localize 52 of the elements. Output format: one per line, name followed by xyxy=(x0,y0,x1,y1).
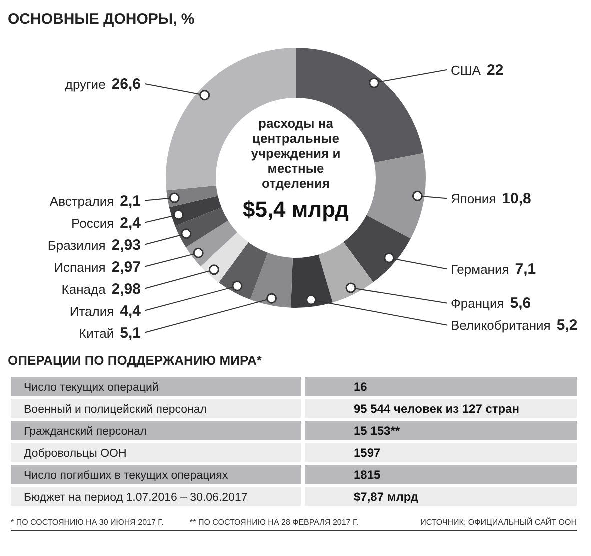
data-label: 2,4 xyxy=(120,214,142,232)
slice-label: Китай xyxy=(79,326,114,341)
text: ИСТОЧНИК: ОФИЦИАЛЬНЫЙ САЙТ ООН xyxy=(420,517,578,527)
data-label: 7,1 xyxy=(515,261,536,278)
category-label: Число погибших в текущих операциях xyxy=(24,470,228,482)
slice-label: Испания xyxy=(54,260,106,275)
category-label: Военный и полицейский персонал xyxy=(24,404,208,416)
text: $5,4 млрд xyxy=(242,197,350,222)
category-label: Гражданский персонал xyxy=(24,426,148,438)
category-label: Добровольцы ООН xyxy=(24,448,127,460)
text: * ПО СОСТОЯНИЮ НА 30 ИЮНЯ 2017 Г. xyxy=(11,518,164,527)
data-label: 26,6 xyxy=(112,76,141,93)
category-label: Бюджет на период 1.07.2016 – 30.06.2017 xyxy=(24,492,248,504)
donut-slice xyxy=(250,252,293,308)
donut-slice xyxy=(186,220,238,267)
donut-slice xyxy=(175,208,228,248)
data-label: 2,98 xyxy=(112,280,141,298)
slice-label: Россия xyxy=(72,216,114,231)
data-label: 2,1 xyxy=(120,192,141,210)
text: 16 xyxy=(354,380,368,394)
slice-label: Италия xyxy=(70,304,114,319)
data-label: 2,93 xyxy=(112,236,141,254)
data-label: 5,6 xyxy=(510,295,532,312)
slice-label: Канада xyxy=(62,282,106,297)
slice-label: Германия xyxy=(451,262,510,278)
text: ** ПО СОСТОЯНИЮ НА 28 ФЕВРАЛЯ 2017 Г. xyxy=(190,518,359,527)
text: 95 544 человек из 127 стран xyxy=(354,402,520,416)
donut-slice xyxy=(200,232,249,283)
data-label: 22 xyxy=(486,62,504,80)
slice-label: Великобритания xyxy=(451,318,551,334)
data-label: 5,1 xyxy=(120,324,141,342)
data-label: 2,97 xyxy=(112,258,141,276)
slice-label: Австралия xyxy=(50,194,114,209)
text: расходы на центральные учреждения и местные отделения xyxy=(251,116,341,191)
slice-label: другие xyxy=(65,76,106,92)
text: $7,87 млрд xyxy=(354,490,419,504)
data-label: 4,4 xyxy=(120,302,142,320)
text: ОПЕРАЦИИ ПО ПОДДЕРЖАНИЮ МИРА* xyxy=(8,353,263,368)
category-label: Число текущих операций xyxy=(24,382,159,394)
data-label: 5,2 xyxy=(556,317,578,334)
donut-slice xyxy=(366,153,426,239)
slice-label: Япония xyxy=(451,192,496,207)
slice-label: Бразилия xyxy=(48,238,106,253)
data-label: 10,8 xyxy=(502,190,532,208)
text: 15 153** xyxy=(354,424,400,438)
text: 1815 xyxy=(354,468,381,482)
slice-label: США xyxy=(451,63,481,78)
text: 1597 xyxy=(354,446,381,460)
donut-slice xyxy=(218,242,268,300)
donut-slice xyxy=(318,242,374,303)
chart-title: ОСНОВНЫЕ ДОНОРЫ, % xyxy=(8,11,195,28)
slice-label: Франция xyxy=(451,296,504,312)
